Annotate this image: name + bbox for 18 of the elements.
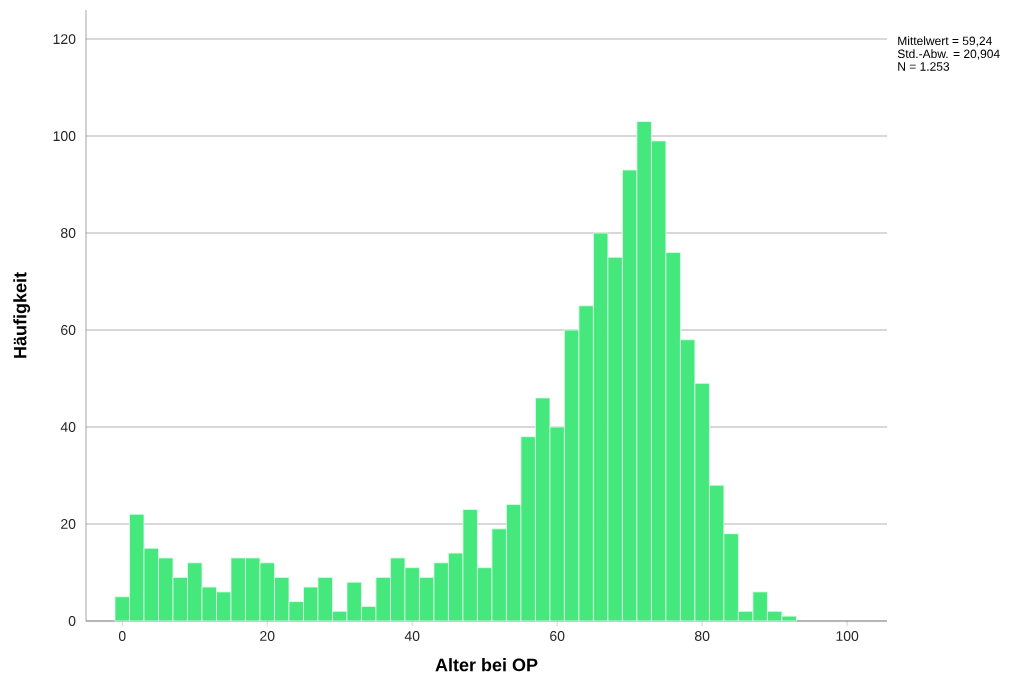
text: Mittelwert = 59,24 [898,36,992,47]
x-tick-label: 40 [404,631,420,641]
x-tick-label: 100 [836,631,859,641]
y-tick-label: 100 [53,131,76,142]
x-tick-label: 20 [260,631,275,641]
x-tick-label: 80 [694,631,710,641]
text: N = 1.253 [898,62,950,71]
y-tick-label: 60 [61,325,76,335]
y-tick-label: 40 [60,422,76,432]
y-tick-label: 120 [53,34,76,45]
y-tick-label: 0 [68,616,76,626]
y-axis-title: Häufigkeit [13,272,31,358]
y-tick-label: 80 [61,228,76,239]
x-axis-title: Alter bei OP [435,658,538,672]
x-tick-label: 60 [550,631,565,641]
y-tick-label: 20 [61,519,76,529]
x-tick-label: 0 [118,631,126,641]
text: Std.-Abw. = 20,904 [897,49,1000,60]
